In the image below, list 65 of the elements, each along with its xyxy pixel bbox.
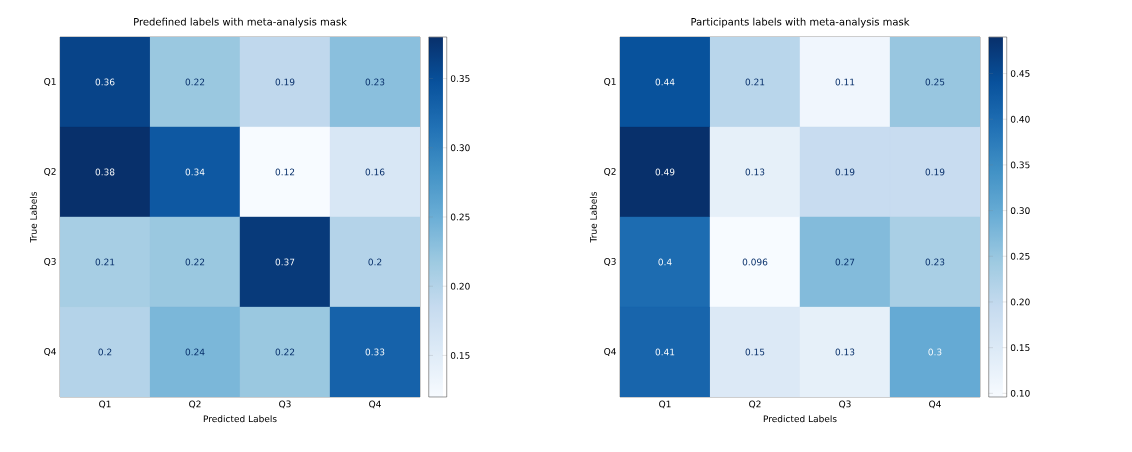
x-tick-label: Q4	[369, 400, 381, 409]
x-tick-label: Q1	[99, 400, 111, 409]
data-label: 0.19	[925, 168, 945, 176]
data-label: 0.21	[745, 78, 765, 86]
data-label: 0.16	[365, 168, 385, 176]
y-axis-title: True Labels	[29, 191, 37, 243]
x-tick-label: Q3	[279, 400, 291, 409]
y-tick-label: Q1	[604, 78, 616, 86]
chart-title: Participants labels with meta-analysis mask	[691, 17, 910, 28]
x-axis-title: Predicted Labels	[763, 415, 837, 423]
x-tick-label: Q4	[929, 400, 941, 409]
color-bar-label: 0.15	[450, 352, 470, 359]
y-tick-label: Q2	[44, 168, 56, 176]
data-label: 0.3	[928, 348, 942, 356]
data-label: 0.27	[835, 258, 855, 266]
data-label: 0.49	[655, 168, 675, 176]
data-label: 0.2	[368, 258, 382, 266]
data-label: 0.37	[275, 258, 295, 266]
data-label: 0.21	[95, 258, 115, 266]
chart-title: Predefined labels with meta-analysis mask	[134, 17, 347, 28]
data-label: 0.38	[95, 168, 115, 176]
data-label: 0.22	[185, 78, 205, 86]
data-label: 0.33	[365, 348, 385, 356]
x-tick-label: Q2	[749, 400, 761, 409]
color-bar-label: 0.25	[450, 213, 470, 221]
data-label: 0.22	[185, 258, 205, 266]
color-bar-label: 0.40	[1010, 115, 1030, 123]
y-tick-label: Q4	[44, 348, 56, 356]
color-bar-label: 0.35	[1010, 161, 1030, 169]
x-axis-title: Predicted Labels	[203, 415, 277, 423]
data-label: 0.24	[185, 348, 205, 356]
y-axis-title: True Labels	[589, 191, 597, 243]
y-tick-label: Q3	[604, 258, 616, 266]
color-bar-label: 0.25	[1010, 252, 1030, 260]
color-bar-label: 0.35	[450, 75, 470, 82]
y-tick-label: Q2	[604, 168, 616, 176]
color-bar-label: 0.20	[1010, 298, 1030, 306]
color-bar-label: 0.20	[450, 282, 470, 290]
data-label: 0.11	[835, 78, 855, 86]
data-label: 0.2	[98, 348, 112, 356]
data-label: 0.4	[658, 258, 672, 266]
data-label: 0.34	[185, 168, 205, 176]
data-label: 0.15	[745, 348, 765, 356]
data-label: 0.41	[655, 348, 675, 356]
x-tick-label: Q2	[189, 400, 201, 409]
y-tick-label: Q3	[44, 258, 56, 266]
color-bar-label: 0.30	[450, 144, 470, 152]
color-bar-label: 0.45	[1010, 70, 1030, 77]
data-label: 0.36	[95, 78, 115, 86]
data-label: 0.19	[835, 168, 855, 176]
data-label: 0.44	[655, 78, 675, 86]
color-bar-label: 0.15	[1010, 344, 1030, 352]
color-bar-label: 0.30	[1010, 207, 1030, 214]
data-label: 0.096	[742, 258, 768, 266]
data-label: 0.13	[745, 168, 765, 176]
y-tick-label: Q4	[604, 348, 616, 356]
data-label: 0.25	[925, 78, 945, 86]
data-label: 0.23	[925, 258, 945, 266]
x-tick-label: Q3	[839, 400, 851, 409]
color-bar-label: 0.10	[1010, 389, 1030, 397]
data-label: 0.19	[275, 78, 295, 86]
x-tick-label: Q1	[659, 400, 671, 409]
data-label: 0.23	[365, 78, 385, 86]
y-tick-label: Q1	[44, 78, 56, 86]
data-label: 0.12	[275, 168, 295, 176]
